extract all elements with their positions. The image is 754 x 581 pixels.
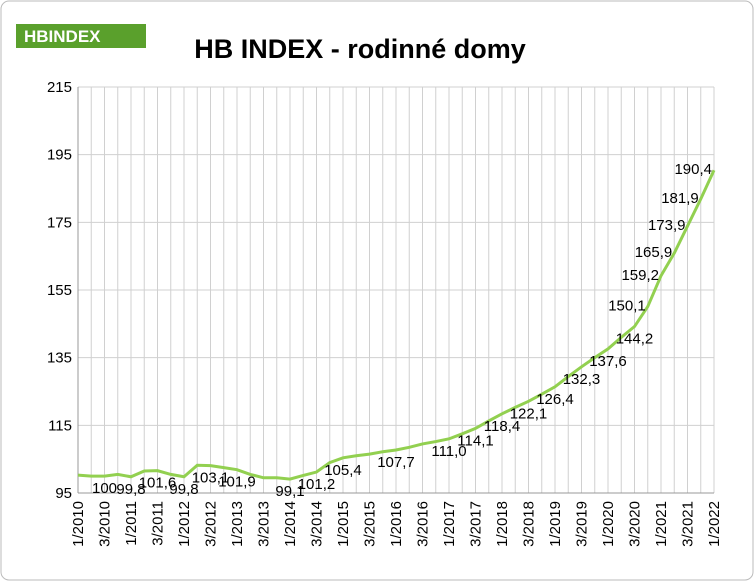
x-tick-label: 3/2015 (362, 501, 379, 547)
logo-box (16, 24, 146, 48)
data-label: 126,4 (536, 391, 574, 408)
data-label: 173,9 (648, 217, 686, 234)
y-tick-label: 155 (47, 282, 72, 299)
x-tick-label: 1/2018 (494, 501, 511, 547)
x-tick-label: 1/2010 (70, 501, 87, 547)
data-label: 103,1 (192, 470, 230, 487)
data-label: 144,2 (616, 331, 654, 348)
x-tick-label: 3/2011 (150, 501, 167, 546)
data-label: 99,8 (169, 481, 198, 498)
x-tick-label: 3/2021 (680, 501, 697, 547)
x-tick-label: 1/2013 (229, 501, 246, 547)
x-tick-label: 1/2021 (653, 501, 670, 547)
data-label: 132,3 (563, 371, 601, 388)
data-label: 111,0 (431, 443, 466, 460)
x-tick-label: 1/2017 (441, 501, 458, 547)
x-tick-label: 3/2012 (203, 501, 220, 547)
x-tick-label: 1/2011 (123, 501, 140, 546)
data-label: 190,4 (674, 161, 712, 178)
y-tick-label: 115 (48, 417, 72, 434)
y-tick-label: 195 (47, 147, 72, 164)
data-label: 165,9 (635, 244, 673, 261)
y-tick-label: 215 (47, 79, 72, 96)
data-label: 181,9 (661, 190, 699, 207)
x-tick-label: 3/2013 (256, 501, 273, 547)
data-label: 99,8 (116, 481, 145, 498)
x-tick-label: 3/2019 (574, 501, 591, 547)
data-label: 150,1 (608, 298, 646, 315)
x-tick-label: 1/2015 (335, 501, 352, 547)
y-tick-label: 175 (47, 214, 72, 231)
data-label: 137,6 (589, 353, 627, 370)
x-tick-label: 3/2014 (309, 501, 326, 547)
x-tick-label: 3/2017 (468, 501, 485, 547)
x-tick-label: 3/2010 (97, 501, 114, 547)
y-tick-label: 135 (47, 350, 72, 367)
data-label: 159,2 (621, 267, 659, 284)
logo: HBINDEX (24, 27, 101, 46)
data-label: 107,7 (377, 454, 415, 471)
line (77, 169, 716, 481)
data-label: 101,2 (298, 476, 336, 493)
chart-title: HB INDEX - rodinné domy (194, 34, 526, 64)
x-tick-label: 1/2012 (176, 501, 193, 547)
x-tick-label: 1/2022 (706, 501, 723, 547)
x-tick-label: 1/2019 (547, 501, 564, 547)
data-label: 105,4 (324, 462, 362, 479)
data-label: 101,6 (139, 475, 177, 492)
data-label: 100 (92, 480, 117, 497)
data-label: 122,1 (510, 405, 548, 422)
data-label: 118,4 (484, 418, 520, 435)
x-tick-label: 1/2020 (600, 501, 617, 547)
x-tick-label: 1/2014 (282, 501, 299, 547)
data-label: 99,1 (275, 483, 304, 500)
data-label: 114,1 (457, 432, 493, 449)
y-tick-label: 95 (55, 485, 72, 502)
x-tick-label: 1/2016 (388, 501, 405, 547)
data-label: 101,9 (218, 474, 256, 491)
x-tick-label: 3/2016 (415, 501, 432, 547)
x-tick-label: 3/2020 (627, 501, 644, 547)
x-tick-label: 3/2018 (521, 501, 538, 547)
